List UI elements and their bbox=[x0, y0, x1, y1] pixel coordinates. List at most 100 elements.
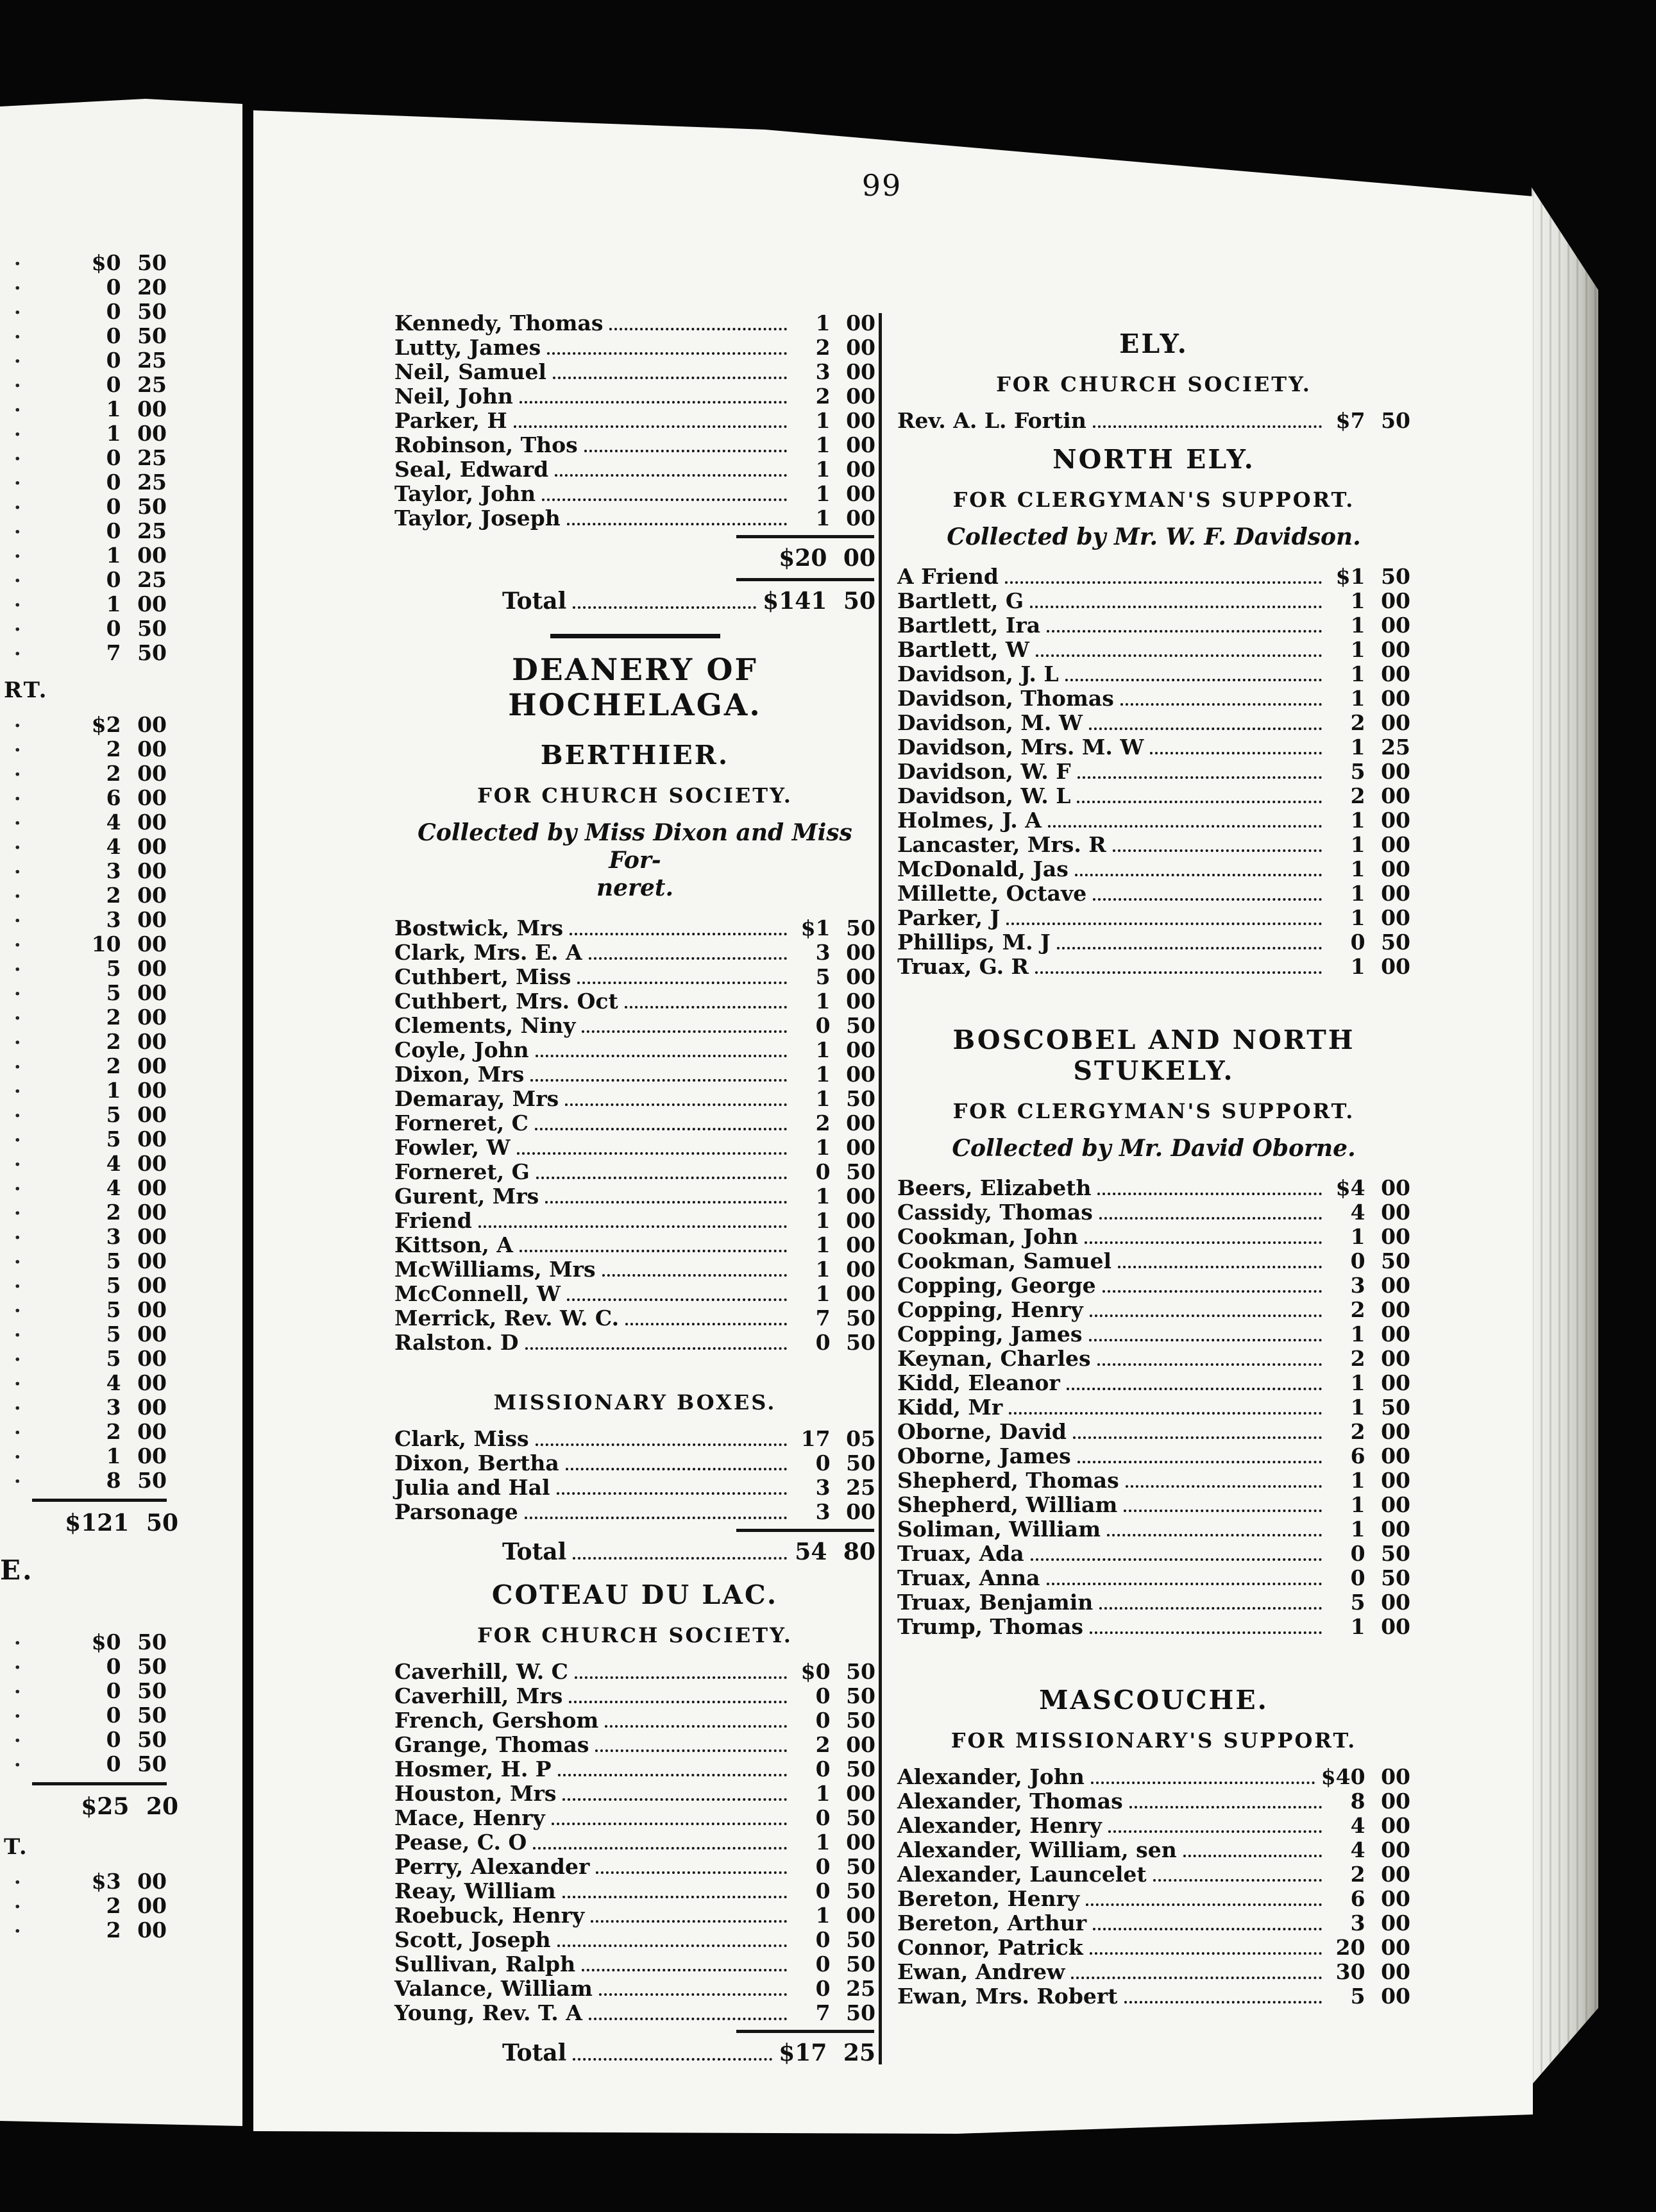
coteau-subheading: FOR CHURCH SOCIETY. bbox=[477, 1622, 793, 1647]
margin-amount-row: 3 00 bbox=[0, 1395, 242, 1419]
mascouche-heading: MASCOUCHE. bbox=[1039, 1685, 1269, 1716]
margin-amount: 7 50 bbox=[106, 640, 167, 665]
donation-amount: 0 50 bbox=[815, 1012, 875, 1038]
donation-row: Taylor, Joseph 1 00 bbox=[394, 506, 875, 530]
margin-amount: 3 00 bbox=[106, 858, 167, 883]
margin-total-row: $121 50 bbox=[0, 1510, 242, 1538]
margin-amount-row: 1 00 bbox=[0, 1443, 242, 1468]
dot-leader bbox=[1009, 1412, 1322, 1415]
dot-leader bbox=[1077, 801, 1322, 803]
margin-amount: 0 25 bbox=[106, 518, 167, 543]
donor-name: Copping, Henry bbox=[897, 1297, 1083, 1323]
donation-row: Millette, Octave 1 00 bbox=[897, 881, 1410, 905]
donor-name: Cookman, John bbox=[897, 1224, 1079, 1250]
margin-amount: 2 00 bbox=[106, 1200, 167, 1225]
dot-leader bbox=[520, 1250, 787, 1252]
donor-name: Parker, H bbox=[394, 408, 507, 433]
missionary-boxes-heading: MISSIONARY BOXES. bbox=[493, 1390, 777, 1415]
subtotal-amount: $20 00 bbox=[779, 545, 875, 572]
donor-name: Davidson, W. L bbox=[897, 783, 1071, 809]
donor-name: Houston, Mrs bbox=[394, 1780, 557, 1806]
margin-amount-row: 4 00 bbox=[0, 834, 242, 858]
dot-leader bbox=[1089, 727, 1322, 730]
dot-leader bbox=[1085, 1241, 1322, 1244]
margin-amount-row: 0 25 bbox=[0, 518, 242, 543]
donation-row: Bartlett, Ira 1 00 bbox=[897, 613, 1410, 637]
dot-leader bbox=[1103, 1290, 1322, 1293]
donor-name: Bartlett, Ira bbox=[897, 613, 1041, 638]
donation-row: Ralston. D 0 50 bbox=[394, 1330, 875, 1354]
donation-row: Alexander, Henry 4 00 bbox=[897, 1813, 1410, 1837]
donor-name: Davidson, J. L bbox=[897, 661, 1059, 687]
margin-amount-row: 1 00 bbox=[0, 543, 242, 567]
donation-amount: 5 00 bbox=[1350, 1984, 1410, 2009]
donation-amount: 5 00 bbox=[1350, 1590, 1410, 1615]
donor-name: McWilliams, Mrs bbox=[394, 1256, 596, 1282]
north-ely-donation-list: A Friend $1 50 Bartlett, G 1 00 Bartlett, … bbox=[897, 564, 1410, 978]
donor-name: Keynan, Charles bbox=[897, 1346, 1091, 1372]
donation-amount: 1 00 bbox=[815, 457, 875, 482]
donation-row: Shepherd, Thomas 1 00 bbox=[897, 1468, 1410, 1492]
donation-row: Copping, Henry 2 00 bbox=[897, 1297, 1410, 1322]
margin-amount: 4 00 bbox=[106, 810, 167, 835]
dot-leader bbox=[595, 1749, 787, 1752]
donor-name: Davidson, W. F bbox=[897, 759, 1071, 785]
top-donation-list: Kennedy, Thomas 1 00 Lutty, James 2 00 Nei… bbox=[394, 311, 875, 530]
donation-row: Mace, Henry 0 50 bbox=[394, 1805, 875, 1830]
donation-amount: 1 00 bbox=[815, 1207, 875, 1233]
donation-row: Cuthbert, Miss 5 00 bbox=[394, 964, 875, 989]
page-edge-texture bbox=[1532, 187, 1598, 2085]
donor-name: French, Gershom bbox=[394, 1707, 599, 1733]
margin-amount-row: 0 50 bbox=[0, 323, 242, 348]
donation-amount: 6 00 bbox=[1350, 1443, 1410, 1469]
donation-amount: 0 50 bbox=[815, 1927, 875, 1952]
donation-row: Cassidy, Thomas 4 00 bbox=[897, 1200, 1410, 1224]
dot-leader bbox=[1073, 1436, 1322, 1439]
margin-amount: 2 00 bbox=[106, 761, 167, 786]
donation-row: Kittson, A 1 00 bbox=[394, 1232, 875, 1257]
dot-leader bbox=[1067, 1388, 1322, 1390]
total-row: Total $141 50 bbox=[394, 588, 875, 617]
donation-row: Kidd, Mr 1 50 bbox=[897, 1395, 1410, 1419]
margin-amount-row: 5 00 bbox=[0, 956, 242, 980]
donation-amount: 1 00 bbox=[1350, 661, 1410, 687]
donor-name: Valance, William bbox=[394, 1975, 593, 2001]
dot-leader bbox=[1120, 703, 1322, 706]
donor-name: Bartlett, W bbox=[897, 637, 1029, 663]
margin-amount: 2 00 bbox=[106, 736, 167, 761]
donor-name: Truax, G. R bbox=[897, 954, 1029, 980]
donation-row: Holmes, J. A 1 00 bbox=[897, 808, 1410, 832]
donation-row: Reay, William 0 50 bbox=[394, 1878, 875, 1903]
margin-amount: 0 25 bbox=[106, 372, 167, 397]
donation-row: Davidson, Mrs. M. W 1 25 bbox=[897, 735, 1410, 759]
donor-name: Bereton, Arthur bbox=[897, 1910, 1087, 1936]
margin-amount-row: 0 25 bbox=[0, 567, 242, 591]
dot-leader bbox=[599, 1993, 787, 1996]
dot-leader bbox=[625, 1323, 787, 1325]
margin-amount-row: 1 00 bbox=[0, 396, 242, 421]
donor-name: Caverhill, W. C bbox=[394, 1658, 568, 1684]
donation-amount: $7 50 bbox=[1335, 408, 1410, 433]
margin-amount-row: 3 00 bbox=[0, 907, 242, 932]
donation-row: Oborne, James 6 00 bbox=[897, 1443, 1410, 1468]
donation-amount: 0 25 bbox=[815, 1975, 875, 2001]
dot-leader bbox=[573, 2058, 772, 2061]
margin-heading-fragment: E. bbox=[0, 1554, 34, 1586]
margin-amount-row: 2 00 bbox=[0, 736, 242, 761]
boscobel-donation-list: Beers, Elizabeth $4 00 Cassidy, Thomas 4 0… bbox=[897, 1175, 1410, 1638]
donation-row: Grange, Thomas 2 00 bbox=[394, 1732, 875, 1757]
margin-amount: 0 50 bbox=[106, 1751, 167, 1776]
dot-leader bbox=[1036, 654, 1322, 657]
donor-name: Ralston. D bbox=[394, 1329, 519, 1355]
donation-amount: 1 00 bbox=[815, 1256, 875, 1282]
margin-amount-row: 4 00 bbox=[0, 810, 242, 834]
donor-name: Shepherd, Thomas bbox=[897, 1468, 1119, 1493]
dot-leader bbox=[1124, 2001, 1322, 2004]
scanned-book-page: 99 Kennedy, Thomas 1 00 Lutty, James 2 00 … bbox=[253, 101, 1533, 2138]
donor-name: Kittson, A bbox=[394, 1232, 513, 1257]
donor-name: Davidson, Mrs. M. W bbox=[897, 735, 1144, 760]
total-label: Total bbox=[502, 588, 567, 615]
margin-total-rule bbox=[32, 1499, 167, 1502]
donor-name: Sullivan, Ralph bbox=[394, 1951, 576, 1977]
margin-amount: 1 00 bbox=[106, 421, 167, 446]
